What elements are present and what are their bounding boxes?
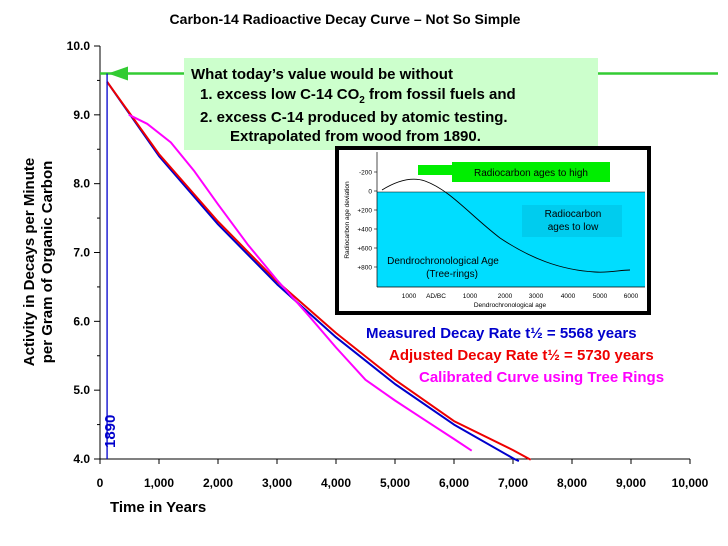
inset-y-ticks: -200 0 +200 +400 +600 +800 <box>357 170 377 272</box>
inset-x-tick-label: 1000 <box>463 293 478 300</box>
inset-y-tick-label: +400 <box>357 227 372 234</box>
y-tick-label: 5.0 <box>73 383 90 397</box>
y-tick-label: 4.0 <box>73 452 90 466</box>
inset-y-tick-label: +600 <box>357 246 372 253</box>
x-tick-label: 3,000 <box>262 476 292 490</box>
y-tick-label: 10.0 <box>67 39 91 53</box>
inset-tag-low-1: Radiocarbon <box>545 209 602 220</box>
series-line-0 <box>106 81 520 463</box>
x-tick-label: 4,000 <box>321 476 351 490</box>
inset-dendro-2: (Tree-rings) <box>426 269 478 280</box>
legend-measured: Measured Decay Rate t½ = 5568 years <box>366 325 637 342</box>
x-tick-label: 9,000 <box>616 476 646 490</box>
reference-arrow-head <box>108 66 128 81</box>
legend-calibrated: Calibrated Curve using Tree Rings <box>419 369 664 386</box>
inset-y-tick-label: 0 <box>368 189 372 196</box>
series-group <box>106 81 532 463</box>
inset-chart: Radiocarbon age deviation -200 0 +200 +400 +… <box>335 146 651 315</box>
y-tick-label: 7.0 <box>73 246 90 260</box>
series-line-2 <box>128 113 473 452</box>
y-tick-label: 6.0 <box>73 314 90 328</box>
inset-y-label: Radiocarbon age deviation <box>344 181 351 259</box>
y-tick-label: 9.0 <box>73 108 90 122</box>
inset-x-tick-label: 4000 <box>561 293 576 300</box>
inset-x-tick-label: 6000 <box>624 293 639 300</box>
inset-x-tick-label: 3000 <box>529 293 544 300</box>
inset-tag-low-2: ages to low <box>548 222 599 233</box>
inset-y-tick-label: +200 <box>357 208 372 215</box>
marker-1890: 1890 <box>102 73 119 459</box>
inset-x-tick-label: AD/BC <box>426 293 446 300</box>
x-tick-label: 0 <box>97 476 104 490</box>
annotation-box: What today’s value would be without 1. e… <box>184 58 598 150</box>
inset-deviation-curve <box>381 178 631 273</box>
x-tick-label: 2,000 <box>203 476 233 490</box>
x-tick-label: 5,000 <box>380 476 410 490</box>
annotation-line4: Extrapolated from wood from 1890. <box>230 128 481 145</box>
marker-1890-label: 1890 <box>102 415 119 448</box>
y-axis-ticks: 4.0 5.0 6.0 7.0 8.0 9.0 10.0 <box>67 39 100 466</box>
x-axis-ticks: 0 1,000 2,000 3,000 4,000 5,000 6,000 7,000 8,00… <box>97 459 709 490</box>
x-tick-label: 1,000 <box>144 476 174 490</box>
x-tick-label: 7,000 <box>498 476 528 490</box>
x-tick-label: 8,000 <box>557 476 587 490</box>
inset-x-tick-label: 5000 <box>593 293 608 300</box>
y-axis-label-line2: per Gram of Organic Carbon <box>39 161 56 364</box>
inset-y-tick-label: +800 <box>357 265 372 272</box>
y-axis-label-line1: Activity in Decays per Minute <box>21 158 38 366</box>
inset-x-tick-label: 2000 <box>498 293 513 300</box>
y-tick-label: 8.0 <box>73 177 90 191</box>
x-tick-label: 10,000 <box>672 476 709 490</box>
legend-adjusted: Adjusted Decay Rate t½ = 5730 years <box>389 347 654 364</box>
annotation-line2: 1. excess low C-14 CO2 from fossil fuels… <box>200 86 516 106</box>
inset-x-ticks: 1000 AD/BC 1000 2000 3000 4000 5000 6000 <box>402 293 639 300</box>
inset-x-label: Dendrochronological age <box>474 302 547 309</box>
reference-line <box>100 66 718 81</box>
inset-x-tick-label: 1000 <box>402 293 417 300</box>
annotation-line1: What today’s value would be without <box>191 66 453 83</box>
series-line-1 <box>106 81 532 461</box>
x-axis-label: Time in Years <box>110 499 206 516</box>
x-tick-label: 6,000 <box>439 476 469 490</box>
annotation-line3: 2. excess C-14 produced by atomic testin… <box>200 109 508 126</box>
inset-dendro-1: Dendrochronological Age <box>387 256 499 267</box>
inset-y-tick-label: -200 <box>359 170 372 177</box>
chart-title: Carbon-14 Radioactive Decay Curve – Not … <box>170 11 521 27</box>
inset-tag-high: Radiocarbon ages to high <box>474 168 588 179</box>
